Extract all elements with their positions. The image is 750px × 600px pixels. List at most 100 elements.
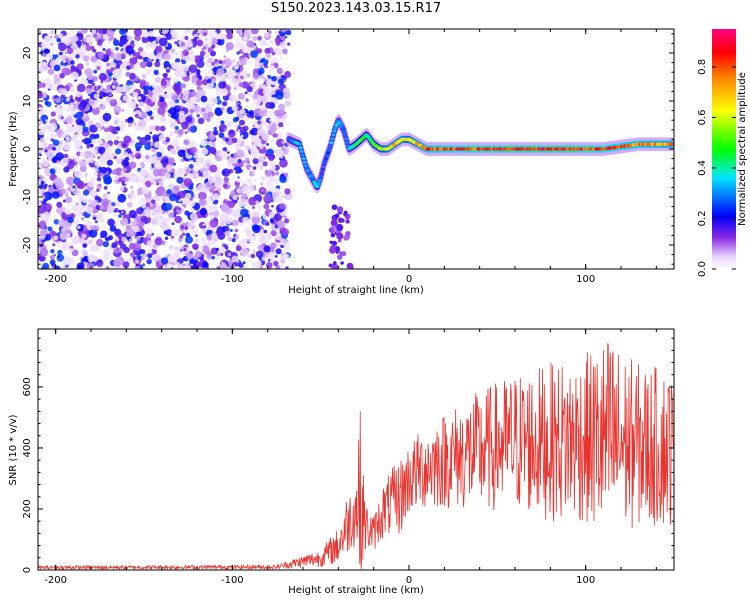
spectrogram-noise-cell — [60, 88, 68, 96]
spectrogram-noise-cell — [94, 195, 100, 201]
spectrogram-noise-cell — [257, 244, 265, 252]
spectrogram-noise-cell — [268, 251, 275, 259]
spectrogram-noise-cell — [99, 181, 103, 185]
spectrogram-noise-cell — [238, 262, 244, 268]
spectrogram-noise-cell — [50, 111, 56, 117]
spectrogram-noise-cell — [253, 68, 259, 75]
spectrogram-noise-cell — [85, 61, 90, 67]
spectrogram-noise-cell — [117, 100, 123, 106]
spectrogram-noise-cell — [162, 210, 166, 214]
spectrogram-noise-cell — [252, 166, 257, 170]
spectrogram-noise-cell — [96, 259, 104, 267]
spectrogram-noise-cell — [145, 45, 149, 50]
spectrogram-noise-cell — [174, 215, 182, 224]
spectrogram-ridge-core — [334, 123, 339, 127]
spectrogram-noise-cell — [250, 134, 259, 143]
spectrogram-tail-cell — [334, 213, 340, 219]
spectrogram-noise-cell — [105, 133, 113, 141]
spectrogram-noise-cell — [227, 151, 230, 154]
spectrogram-noise-cell — [166, 189, 172, 195]
spectrogram-ridge-core — [302, 160, 307, 164]
spectrogram-noise-cell — [221, 168, 231, 177]
spectrogram-noise-cell — [260, 182, 264, 186]
spectrogram-noise-cell — [197, 117, 205, 125]
spectrogram-noise-cell — [223, 176, 229, 183]
spectrogram-noise-cell — [226, 122, 232, 128]
spectrogram-noise-cell — [185, 235, 193, 244]
spectrogram-noise-cell — [57, 249, 63, 256]
spectrogram-noise-cell — [255, 200, 259, 204]
spectrogram-noise-cell — [272, 197, 277, 202]
spectrogram-ridge-core — [300, 153, 305, 157]
spectrogram-noise-cell — [165, 229, 173, 237]
spectrogram-noise-cell — [242, 185, 250, 193]
spectrogram-noise-cell — [132, 225, 140, 233]
spectrogram-y-ticks: -20 -10 0 10 20 — [22, 33, 674, 265]
spectrogram-noise-cell — [91, 225, 98, 231]
spectrogram-noise-cell — [83, 55, 90, 62]
spectrogram-noise-cell — [284, 215, 287, 219]
spectrogram-noise-cell — [281, 194, 285, 198]
spectrogram-noise-cell — [132, 103, 137, 107]
spectrogram-noise-cell — [74, 139, 78, 143]
spectrogram-noise-cell — [96, 123, 100, 127]
spectrogram-noise-cell — [117, 193, 127, 203]
y-tick-label: -20 — [22, 237, 33, 253]
spectrogram-noise-cell — [54, 95, 59, 99]
spectrogram-noise-cell — [82, 251, 88, 257]
spectrogram-noise-cell — [66, 257, 74, 265]
colorbar-gradient — [712, 29, 736, 269]
spectrogram-noise-cell — [283, 91, 291, 99]
spectrogram-noise-cell — [51, 98, 55, 102]
spectrogram-noise-cell — [152, 114, 156, 118]
spectrogram-noise-cell — [47, 209, 51, 213]
spectrogram-noise-cell — [227, 252, 232, 257]
spectrogram-noise-cell — [100, 166, 107, 174]
spectrogram-ridge-core — [301, 157, 306, 161]
spectrogram-heatmap — [38, 29, 674, 269]
spectrogram-noise-cell — [207, 111, 214, 118]
spectrogram-noise-cell — [152, 88, 159, 95]
spectrogram-noise-cell — [258, 108, 267, 117]
spectrogram-noise-cell — [269, 145, 273, 150]
spectrogram-noise-cell — [103, 254, 110, 262]
spectrogram-noise-cell — [111, 84, 117, 89]
spectrogram-noise-cell — [126, 35, 132, 41]
spectrogram-noise-cell — [211, 61, 216, 66]
x-tick-label: 100 — [576, 274, 595, 285]
spectrogram-noise-cell — [167, 157, 175, 165]
spectrogram-tail-cell — [331, 263, 339, 269]
spectrogram-noise-cell — [214, 107, 223, 115]
spectrogram-noise-cell — [252, 248, 256, 252]
spectrogram-noise-cell — [97, 156, 101, 160]
spectrogram-noise-cell — [42, 159, 50, 167]
spectrogram-noise-cell — [168, 107, 177, 116]
spectrogram-noise-cell — [79, 160, 87, 168]
spectrogram-noise-cell — [278, 122, 284, 128]
spectrogram-noise-cell — [196, 39, 204, 47]
spectrogram-noise-cell — [146, 227, 154, 235]
spectrogram-noise-cell — [210, 232, 217, 239]
spectrogram-noise-cell — [153, 106, 158, 111]
spectrogram-noise-cell — [119, 186, 125, 192]
snr-x-axis-label: Height of straight line (km) — [288, 585, 424, 596]
spectrogram-ridge-core — [331, 133, 336, 137]
spectrogram-noise-cell — [100, 230, 108, 238]
spectrogram-noise-cell — [206, 163, 211, 167]
spectrogram-noise-cell — [190, 160, 194, 164]
spectrogram-noise-cell — [45, 184, 48, 187]
spectrogram-noise-cell — [134, 34, 141, 42]
spectrogram-noise-cell — [103, 174, 111, 183]
spectrogram-noise-cell — [224, 230, 231, 237]
spectrogram-noise-cell — [91, 133, 96, 138]
spectrogram-noise-cell — [202, 223, 206, 227]
spectrogram-noise-cell — [85, 36, 94, 44]
spectrogram-noise-cell — [271, 138, 275, 142]
spectrogram-noise-cell — [158, 146, 165, 153]
spectrogram-noise-cell — [145, 202, 151, 207]
spectrogram-noise-cell — [280, 29, 287, 33]
spectrogram-noise-cell — [200, 147, 209, 156]
spectrogram-noise-cell — [99, 87, 103, 90]
